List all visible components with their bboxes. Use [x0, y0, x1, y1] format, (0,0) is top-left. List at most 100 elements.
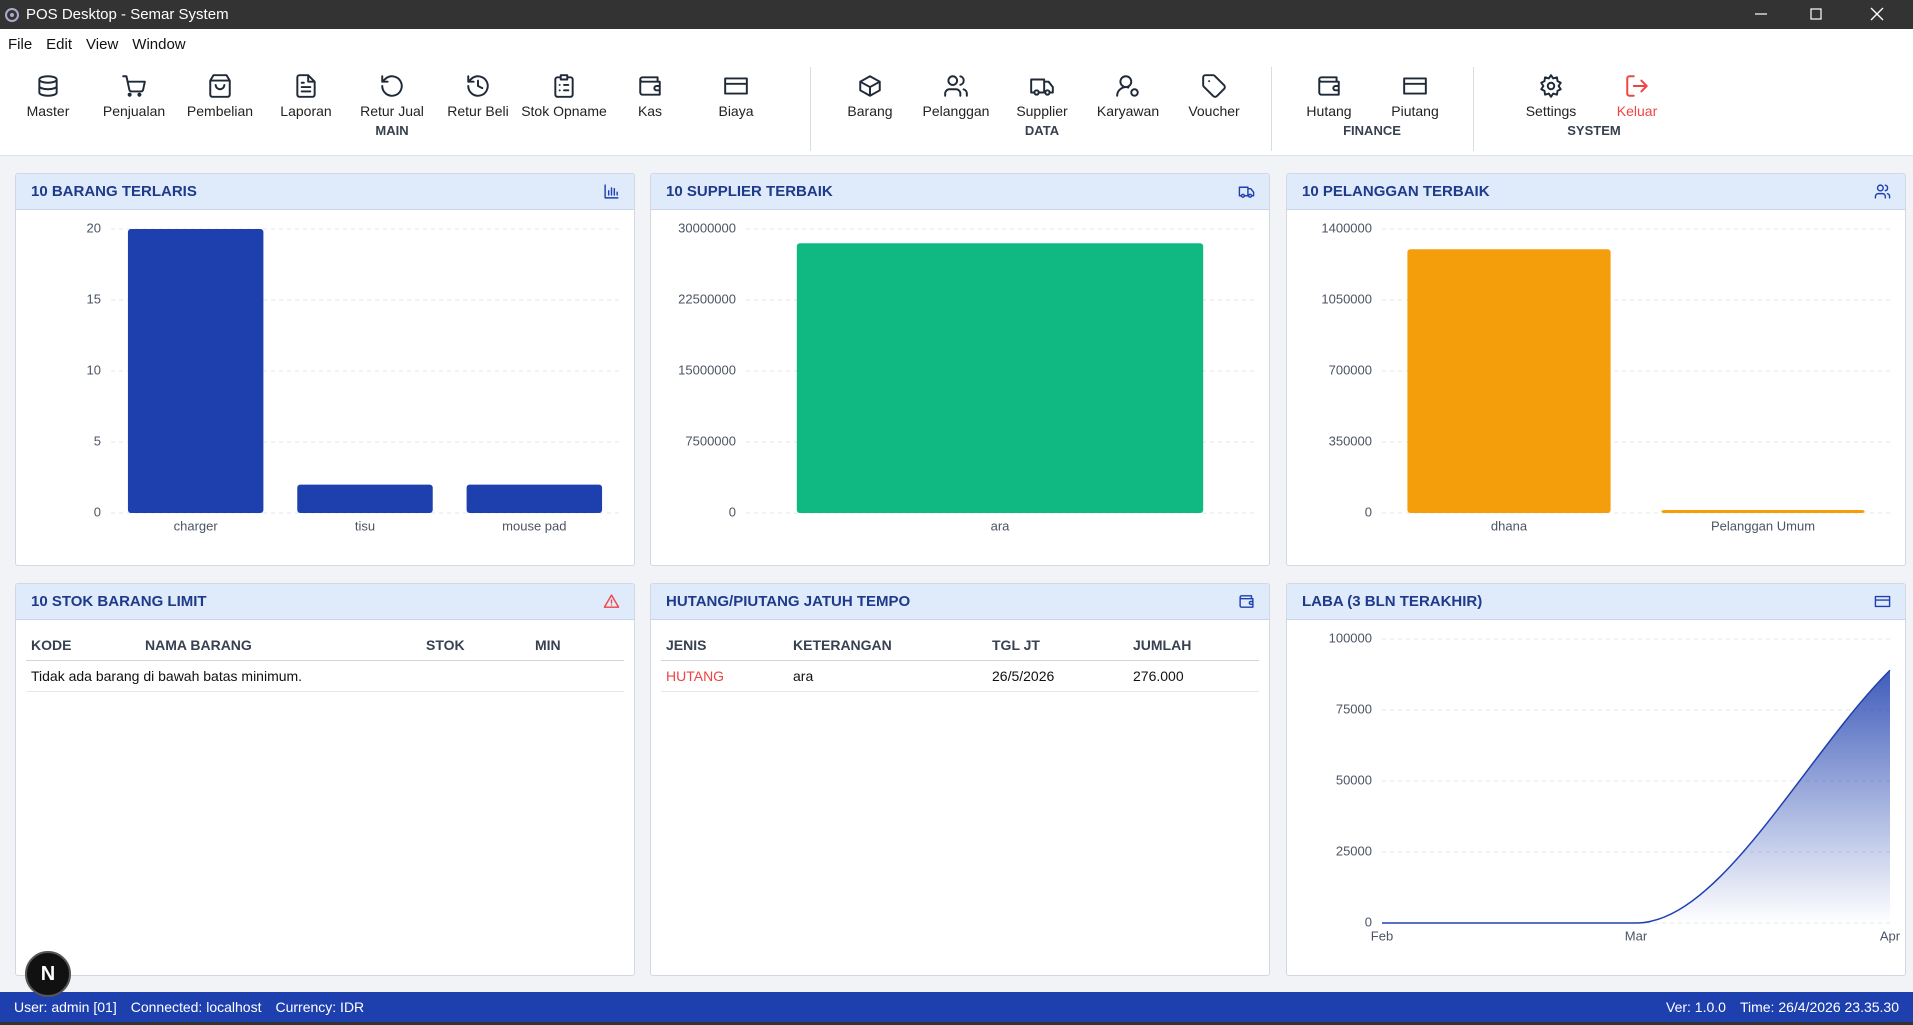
button-label: Karyawan [1096, 103, 1160, 119]
toolbar-button[interactable]: Hutang [1286, 59, 1372, 121]
icon-path [1116, 75, 1139, 97]
chart-icon [604, 184, 619, 199]
panel-title: 10 SUPPLIER TERBAIK [666, 183, 833, 200]
button-label: Stok Opname [521, 103, 607, 119]
y-tick-label: 25000 [1336, 843, 1372, 858]
chart: 0 5 10 15 20 charger tisu mouse pad [87, 220, 619, 533]
button-icon [209, 74, 231, 98]
toolbar-button[interactable]: Retur Beli [435, 59, 521, 121]
panel-title: 10 BARANG TERLARIS [31, 183, 197, 200]
button-label: Biaya [718, 103, 754, 119]
menu-item[interactable]: Edit [46, 35, 73, 53]
button-label: Retur Beli [447, 103, 509, 119]
toolbar: Master Penjualan Pembelian Laporan Retur Jua… [0, 59, 1913, 156]
status-item: User: admin [01] [14, 999, 117, 1015]
x-tick-label: charger [174, 518, 219, 533]
icon-path [122, 75, 146, 97]
toolbar-button[interactable]: Penjualan [91, 59, 177, 121]
column-header: NAMA BARANG [140, 630, 421, 661]
icon-path [381, 75, 403, 97]
y-tick-label: 30000000 [678, 220, 736, 235]
toolbar-button[interactable]: Settings [1508, 59, 1594, 121]
chart: 0 25000 50000 75000 100000 Feb Mar Apr [1329, 630, 1901, 943]
button-icon [296, 74, 316, 98]
dev-badge[interactable]: N [25, 951, 71, 997]
toolbar-button[interactable]: Stok Opname [521, 59, 607, 121]
toolbar-button[interactable]: Retur Jual [349, 59, 435, 121]
button-label: Penjualan [102, 103, 166, 119]
panel-title: HUTANG/PIUTANG JATUH TEMPO [666, 593, 911, 610]
toolbar-button[interactable]: Karyawan [1085, 59, 1171, 121]
menu-item[interactable]: Window [132, 35, 186, 53]
table-row: Tidak ada barang di bawah batas minimum. [26, 660, 624, 692]
toolbar-button[interactable]: Laporan [263, 59, 349, 121]
x-tick-label: ara [991, 518, 1011, 533]
status-item: Connected: localhost [130, 999, 262, 1015]
button-icon [1318, 76, 1340, 96]
button-label: Piutang [1391, 103, 1439, 119]
panel-header: 10 PELANGGAN TERBAIK [1287, 174, 1905, 210]
icon-path [1403, 77, 1427, 95]
toolbar-button[interactable]: Barang [827, 59, 913, 121]
button-label: Pelanggan [922, 103, 990, 119]
y-tick-label: 350000 [1329, 433, 1372, 448]
group-label: SYSTEM [1567, 123, 1621, 138]
menu-item[interactable]: View [86, 35, 119, 53]
panel: 10 PELANGGAN TERBAIK 0 350000 700000 105000… [1286, 173, 1906, 566]
toolbar-button[interactable]: Keluar [1594, 59, 1680, 121]
toolbar-button[interactable]: Master [5, 59, 91, 121]
panel: HUTANG/PIUTANG JATUH TEMPO JENIS KETERANG… [650, 583, 1270, 976]
title-bar: POS Desktop - Semar System [0, 0, 1913, 29]
button-label: Hutang [1306, 103, 1352, 119]
toolbar-button[interactable]: Supplier [999, 59, 1085, 121]
button-label: Barang [847, 103, 893, 119]
y-tick-label: 15000000 [678, 362, 736, 377]
y-tick-label: 0 [729, 504, 736, 519]
menu-item[interactable]: File [8, 35, 33, 53]
panel-header: HUTANG/PIUTANG JATUH TEMPO [651, 584, 1269, 620]
button-icon [1626, 75, 1648, 97]
table-cell: 276.000 [1128, 660, 1259, 692]
toolbar-button[interactable]: Biaya [693, 59, 779, 121]
x-tick-label: mouse pad [502, 518, 566, 533]
menu-bar: File Edit View Window [0, 29, 1913, 59]
icon-path [1318, 76, 1340, 96]
button-icon [1540, 74, 1562, 98]
toolbar-button[interactable]: Voucher [1171, 59, 1257, 121]
toolbar-buttons: Barang Pelanggan Supplier Karyawan Voucher [827, 59, 1257, 121]
window-controls[interactable] [1743, 0, 1913, 29]
button-label: Laporan [280, 103, 332, 119]
toolbar-button[interactable]: Piutang [1372, 59, 1458, 121]
bar [127, 229, 264, 513]
toolbar-group: Settings Keluar SYSTEM [1474, 67, 1680, 151]
toolbar-group: Hutang Piutang FINANCE [1272, 67, 1474, 151]
wallet-icon [1239, 595, 1254, 608]
toolbar-buttons: Hutang Piutang [1286, 59, 1458, 121]
toolbar-buttons: Master Penjualan Pembelian Laporan Retur Jua… [5, 59, 779, 121]
bar [466, 484, 603, 513]
panel: LABA (3 BLN TERAKHIR) 0 25000 50000 75000 10… [1286, 583, 1906, 976]
button-icon [1030, 78, 1054, 96]
toolbar-button[interactable]: Kas [607, 59, 693, 121]
status-item: Currency: IDR [275, 999, 365, 1015]
icon-path [639, 76, 661, 96]
status-item: Time: 26/4/2026 23.35.30 [1739, 999, 1899, 1015]
window-title: POS Desktop - Semar System [26, 6, 229, 23]
bar [1661, 509, 1865, 513]
panel-header: LABA (3 BLN TERAKHIR) [1287, 584, 1905, 620]
icon-path [859, 75, 881, 97]
column-header: JUMLAH [1128, 630, 1259, 661]
icon-path [296, 74, 316, 98]
panel: 10 SUPPLIER TERBAIK 0 7500000 15000000 2250… [650, 173, 1270, 566]
icon-path [38, 75, 58, 97]
toolbar-buttons: Settings Keluar [1508, 59, 1680, 121]
y-tick-label: 10 [87, 362, 101, 377]
icon-path [1626, 75, 1648, 97]
y-tick-label: 700000 [1329, 362, 1372, 377]
button-icon [122, 75, 146, 97]
toolbar-button[interactable]: Pelanggan [913, 59, 999, 121]
toolbar-group: Barang Pelanggan Supplier Karyawan Voucher DA… [811, 67, 1272, 151]
toolbar-button[interactable]: Pembelian [177, 59, 263, 121]
y-tick-label: 5 [94, 433, 101, 448]
panel-header: 10 SUPPLIER TERBAIK [651, 174, 1269, 210]
